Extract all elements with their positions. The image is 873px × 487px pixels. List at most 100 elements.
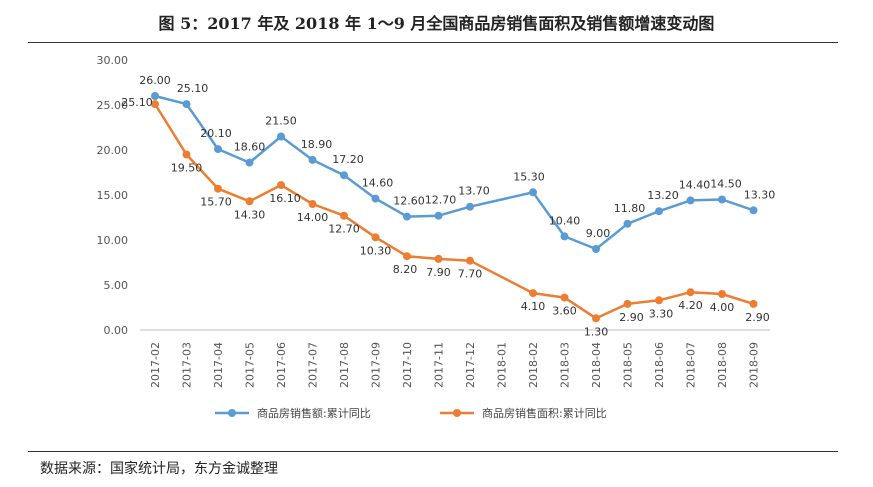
data-point — [655, 207, 663, 216]
data-label: 10.40 — [549, 214, 581, 227]
data-label: 14.00 — [297, 211, 329, 224]
chart-title: 图 5：2017 年及 2018 年 1～9 月全国商品房销售面积及销售额增速变… — [158, 14, 715, 33]
data-label: 11.80 — [614, 202, 646, 215]
data-label: 2.90 — [619, 311, 644, 324]
x-tick-label: 2017-05 — [244, 342, 257, 388]
x-tick-label: 2017-02 — [149, 342, 162, 388]
data-label: 15.70 — [200, 196, 232, 209]
data-point — [308, 155, 317, 164]
data-label: 7.70 — [458, 268, 483, 281]
data-point — [718, 195, 726, 204]
data-label: 8.20 — [393, 263, 418, 276]
data-point — [686, 196, 695, 205]
x-tick-label: 2017-07 — [307, 342, 320, 388]
x-tick-label: 2018-01 — [496, 342, 509, 388]
data-point — [151, 92, 159, 100]
x-tick-label: 2018-03 — [559, 342, 572, 388]
data-point — [340, 211, 348, 220]
data-label: 26.00 — [139, 74, 171, 87]
data-label: 10.30 — [360, 244, 392, 257]
line-chart: 0.00 5.00 10.00 15.00 20.00 25.00 30.00 2017-02… — [97, 54, 776, 420]
data-label: 13.30 — [744, 188, 776, 201]
legend-swatch-marker — [228, 409, 236, 417]
y-tick-label: 20.00 — [97, 144, 129, 157]
data-label: 18.90 — [301, 138, 333, 151]
x-tick-label: 2018-06 — [653, 342, 666, 388]
x-tick-label: 2018-04 — [590, 342, 603, 388]
data-point — [686, 288, 695, 297]
y-tick-label: 30.00 — [97, 54, 129, 67]
data-point — [245, 158, 254, 167]
y-tick-label: 15.00 — [97, 189, 129, 202]
legend-swatch-marker — [453, 409, 461, 417]
data-label: 1.30 — [584, 325, 609, 338]
x-tick-label: 2017-09 — [370, 342, 383, 388]
data-point — [718, 290, 726, 298]
data-label: 13.70 — [458, 185, 490, 198]
data-point — [592, 245, 600, 253]
data-label: 12.70 — [425, 194, 457, 207]
data-label: 7.90 — [426, 266, 451, 279]
source-divider — [28, 451, 838, 452]
data-point — [371, 194, 380, 203]
data-point — [308, 200, 317, 208]
x-tick-label: 2018-07 — [685, 342, 698, 388]
data-label: 14.30 — [234, 208, 266, 221]
data-point — [560, 232, 569, 241]
y-tick-label: 25.00 — [97, 99, 129, 112]
legend-label: 商品房销售面积:累计同比 — [482, 406, 607, 420]
data-point — [623, 219, 632, 228]
data-label: 17.20 — [332, 153, 364, 166]
x-tick-label: 2017-12 — [464, 342, 477, 388]
data-point — [340, 171, 348, 180]
data-point — [182, 150, 191, 159]
data-label: 18.60 — [234, 141, 266, 154]
data-point — [560, 293, 569, 302]
data-label: 12.70 — [328, 223, 360, 236]
data-point — [655, 296, 663, 305]
x-tick-label: 2018-08 — [716, 342, 729, 388]
data-point — [466, 256, 474, 265]
data-label: 15.30 — [513, 170, 545, 183]
x-tick-label: 2017-10 — [401, 342, 414, 388]
data-point — [214, 145, 222, 154]
y-tick-label: 10.00 — [97, 234, 129, 247]
data-point — [403, 252, 411, 261]
title-divider — [28, 42, 838, 43]
x-tick-label: 2018-09 — [748, 342, 761, 388]
data-label: 20.10 — [200, 127, 232, 140]
x-tick-label: 2017-08 — [338, 342, 351, 388]
data-point — [214, 184, 222, 193]
data-point — [182, 100, 191, 109]
data-label: 14.60 — [362, 177, 394, 190]
data-label: 3.60 — [552, 305, 577, 318]
data-label: 4.20 — [678, 299, 703, 312]
legend-label: 商品房销售额:累计同比 — [257, 406, 371, 420]
data-point — [623, 299, 632, 308]
data-point — [529, 289, 537, 298]
x-tick-label: 2017-04 — [212, 342, 225, 388]
data-label: 12.60 — [393, 195, 425, 208]
data-point — [245, 197, 254, 206]
x-tick-label: 2018-05 — [622, 342, 635, 388]
x-tick-label: 2017-06 — [275, 342, 288, 388]
data-source: 数据来源：国家统计局，东方金诚整理 — [40, 461, 278, 477]
data-label: 25.10 — [177, 82, 209, 95]
data-point — [434, 211, 443, 220]
x-tick-label: 2018-02 — [527, 342, 540, 388]
data-point — [403, 212, 411, 221]
data-label: 25.10 — [121, 96, 153, 109]
data-point — [592, 314, 600, 323]
data-label: 21.50 — [265, 115, 297, 128]
data-point — [749, 206, 758, 215]
data-point — [434, 254, 443, 263]
data-point — [277, 181, 285, 190]
data-point — [371, 233, 380, 242]
data-label: 4.00 — [710, 301, 735, 314]
data-label: 3.30 — [649, 307, 674, 320]
data-point — [277, 132, 285, 141]
data-point — [749, 299, 758, 308]
data-label: 14.40 — [679, 178, 711, 191]
data-point — [151, 100, 159, 109]
data-label: 13.20 — [647, 189, 679, 202]
